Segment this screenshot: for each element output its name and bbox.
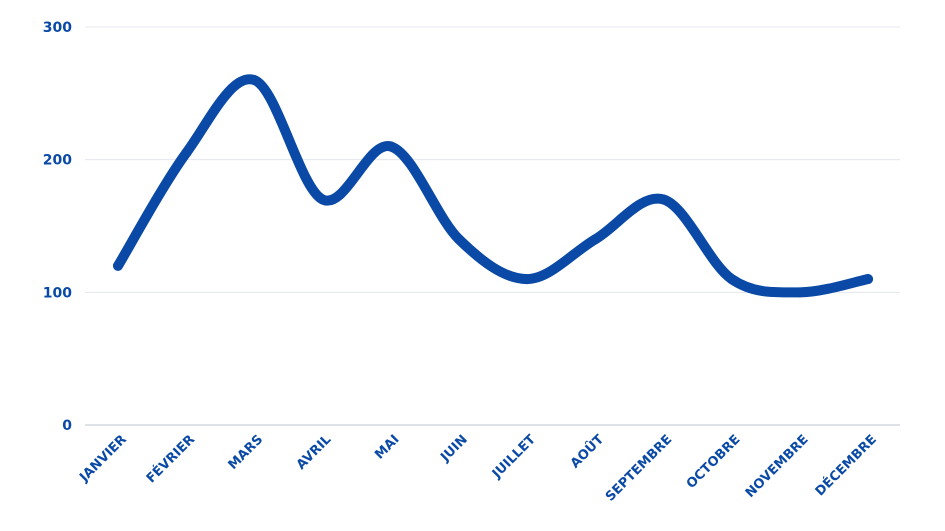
y-tick-label: 200 <box>43 153 72 169</box>
data-point <box>317 194 328 205</box>
data-point <box>249 75 260 86</box>
series-line-group <box>113 74 873 298</box>
data-point <box>794 287 805 298</box>
data-point <box>658 194 669 205</box>
x-tick-label: JANVIER <box>76 432 129 485</box>
x-tick-label: MARS <box>226 432 267 473</box>
y-tick-label: 300 <box>43 20 72 36</box>
y-axis-tick-labels: 0 100 200 300 <box>43 20 72 434</box>
data-point <box>453 234 464 245</box>
data-point <box>522 274 533 285</box>
x-tick-label: MAI <box>372 432 402 462</box>
x-tick-label: OCTOBRE <box>684 432 744 492</box>
data-points <box>113 75 873 298</box>
grid-lines <box>85 26 900 426</box>
data-point <box>590 234 601 245</box>
data-point <box>113 260 123 271</box>
x-tick-label: SEPTEMBRE <box>603 432 675 504</box>
y-tick-label: 100 <box>43 285 72 301</box>
x-tick-label: AVRIL <box>294 432 335 473</box>
series-line <box>113 74 873 298</box>
data-point <box>385 141 396 152</box>
x-tick-label: JUIN <box>437 432 470 465</box>
x-axis-category-labels: JANVIER FÉVRIER MARS AVRIL MAI JUIN JUILLET AOÛ… <box>76 431 879 504</box>
x-tick-label: FÉVRIER <box>143 432 198 487</box>
x-tick-label: NOVEMBRE <box>743 432 812 501</box>
data-point <box>863 274 873 285</box>
x-tick-label: JUILLET <box>489 432 539 482</box>
x-tick-label: DÉCEMBRE <box>812 432 880 500</box>
y-tick-label: 0 <box>62 418 72 434</box>
data-point <box>726 274 737 285</box>
data-point <box>181 148 192 159</box>
x-tick-label: AOÛT <box>567 431 607 471</box>
